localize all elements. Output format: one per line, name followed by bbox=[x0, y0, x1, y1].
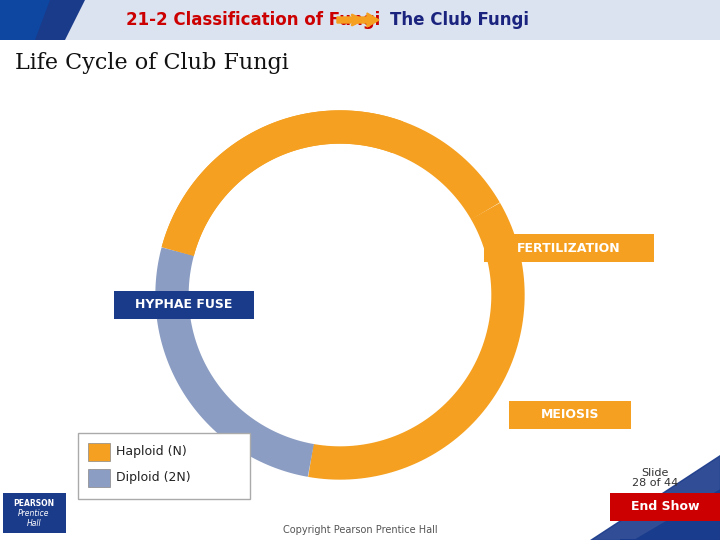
FancyBboxPatch shape bbox=[114, 291, 254, 319]
Bar bbox=[88, 469, 110, 487]
Polygon shape bbox=[620, 490, 720, 540]
Text: Prentice: Prentice bbox=[18, 510, 50, 518]
Text: Hall: Hall bbox=[27, 519, 41, 529]
Bar bbox=[3, 493, 66, 533]
Polygon shape bbox=[0, 0, 85, 40]
FancyBboxPatch shape bbox=[484, 234, 654, 262]
Text: PEARSON: PEARSON bbox=[14, 500, 55, 509]
Text: Slide: Slide bbox=[642, 468, 669, 478]
Text: FERTILIZATION: FERTILIZATION bbox=[517, 241, 621, 254]
Text: Copyright Pearson Prentice Hall: Copyright Pearson Prentice Hall bbox=[283, 525, 437, 535]
Polygon shape bbox=[590, 455, 720, 540]
Text: Haploid (N): Haploid (N) bbox=[116, 446, 186, 458]
FancyBboxPatch shape bbox=[509, 401, 631, 429]
Text: The Club Fungi: The Club Fungi bbox=[390, 11, 529, 29]
Text: Diploid (2N): Diploid (2N) bbox=[116, 471, 191, 484]
Text: MEIOSIS: MEIOSIS bbox=[541, 408, 599, 422]
Polygon shape bbox=[0, 0, 50, 40]
Text: Life Cycle of Club Fungi: Life Cycle of Club Fungi bbox=[15, 52, 289, 74]
Bar bbox=[88, 443, 110, 461]
Bar bbox=[0, 0, 720, 40]
Text: 28 of 44: 28 of 44 bbox=[632, 478, 678, 488]
Text: End Show: End Show bbox=[631, 501, 699, 514]
FancyArrow shape bbox=[337, 13, 379, 27]
Text: 21-2 Classification of Fungi: 21-2 Classification of Fungi bbox=[126, 11, 380, 29]
Bar bbox=[610, 493, 720, 521]
FancyBboxPatch shape bbox=[78, 433, 250, 499]
Text: HYPHAE FUSE: HYPHAE FUSE bbox=[135, 299, 233, 312]
